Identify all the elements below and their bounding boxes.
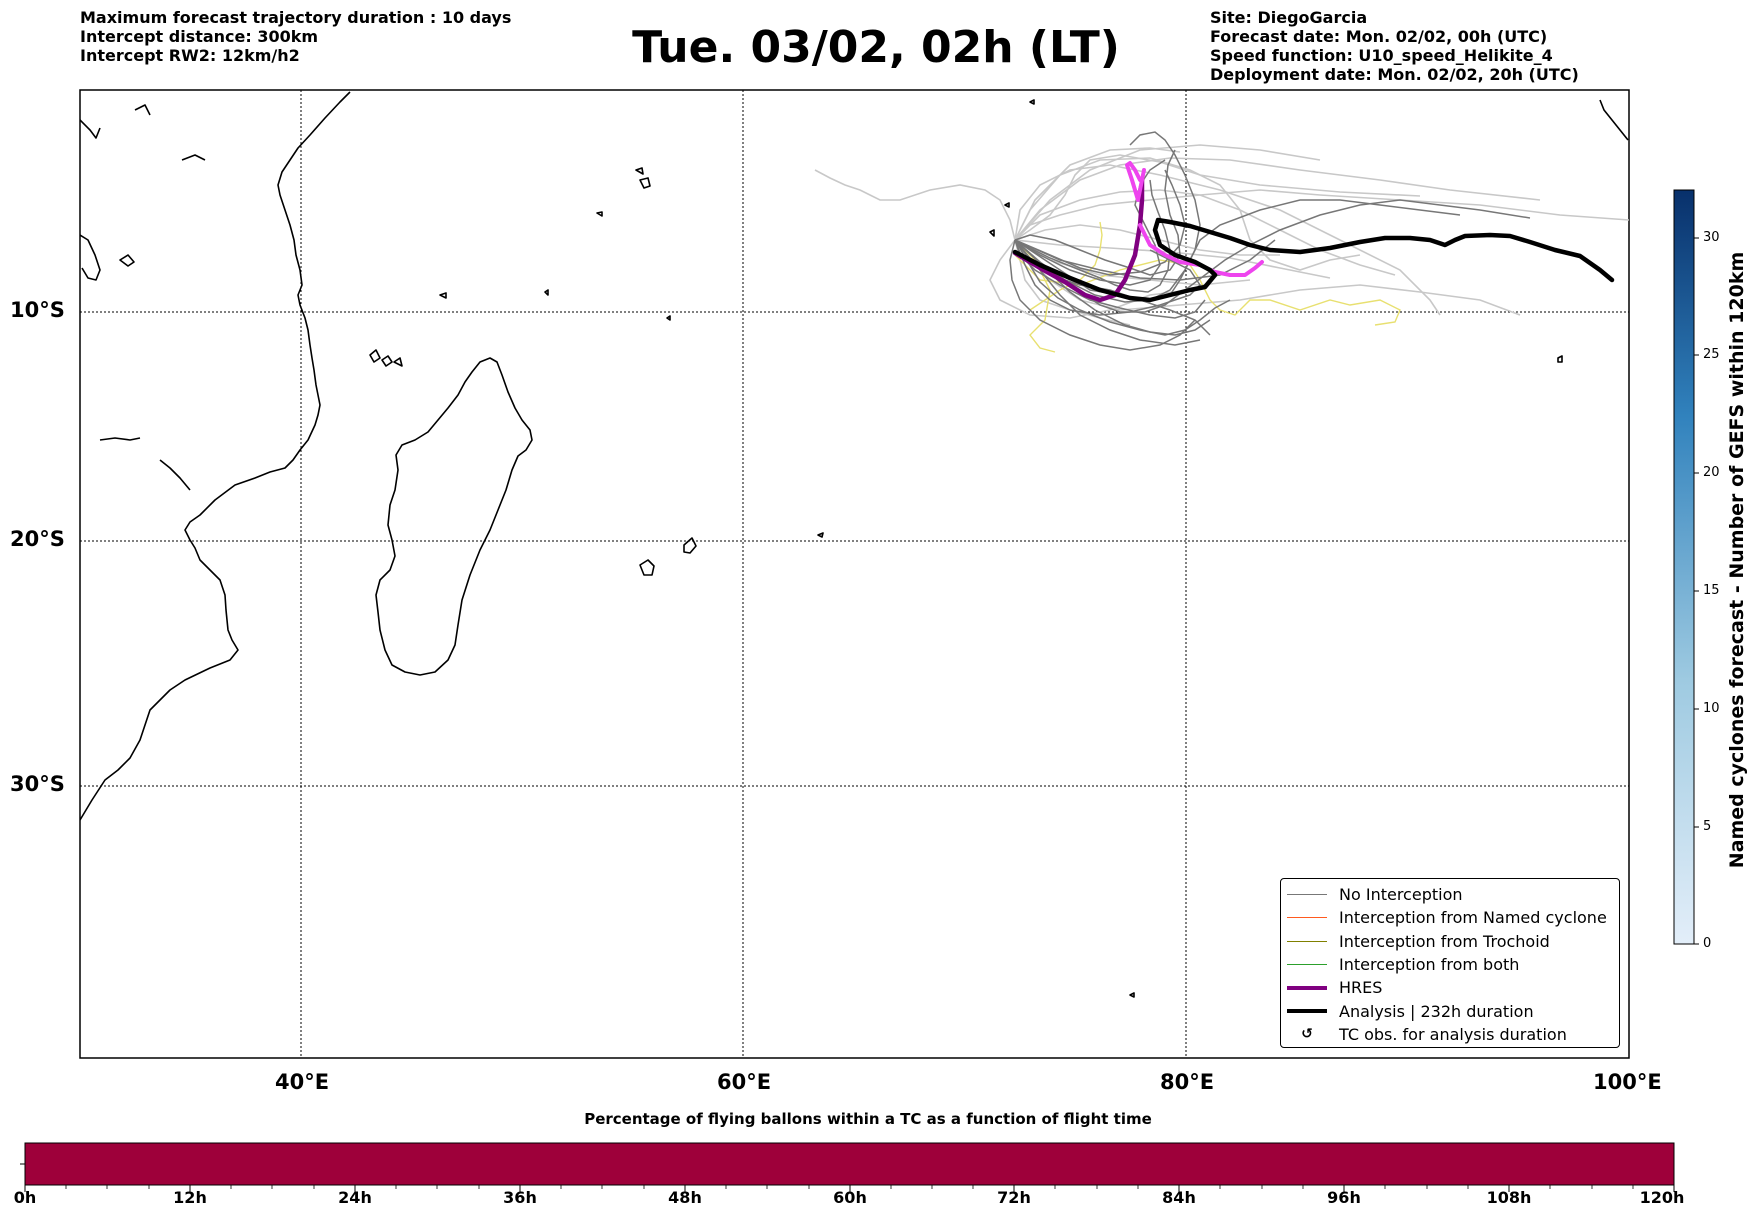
graticule	[80, 90, 1629, 1058]
legend-label: Interception from Trochoid	[1339, 931, 1550, 951]
africa-coastline	[80, 91, 351, 821]
time-label: 72h	[997, 1188, 1031, 1207]
lon-label-60e: 60°E	[717, 1070, 772, 1094]
time-label: 84h	[1162, 1188, 1196, 1207]
legend-label: Interception from both	[1339, 955, 1520, 975]
legend-item: Interception from Named cyclone	[1281, 906, 1619, 929]
time-bar-title: Percentage of flying ballons within a TC…	[584, 1110, 1152, 1128]
legend-label: TC obs. for analysis duration	[1339, 1024, 1567, 1044]
time-label: 24h	[338, 1188, 372, 1207]
lat-label-20s: 20°S	[10, 527, 65, 551]
time-label: 60h	[833, 1188, 867, 1207]
time-label: 120h	[1639, 1188, 1685, 1207]
intercept-distance-text: Intercept distance: 300km	[80, 27, 319, 46]
time-bar-fill	[24, 1142, 1675, 1186]
time-label: 96h	[1327, 1188, 1361, 1207]
intercept-rw2-text: Intercept RW2: 12km/h2	[80, 46, 300, 65]
lat-label-30s: 30°S	[10, 772, 65, 796]
speed-function-text: Speed function: U10_speed_Helikite_4	[1210, 46, 1553, 65]
deployment-date-text: Deployment date: Mon. 02/02, 20h (UTC)	[1210, 65, 1579, 84]
madagascar-coastline	[375, 357, 533, 676]
time-label: 108h	[1486, 1188, 1532, 1207]
colorbar-tick-label: 25	[1703, 347, 1720, 362]
max-duration-text: Maximum forecast trajectory duration : 1…	[80, 8, 512, 27]
colorbar-tick-label: 15	[1703, 583, 1720, 598]
lon-label-80e: 80°E	[1160, 1070, 1215, 1094]
legend-swatch-hres	[1287, 985, 1327, 990]
legend-item: Interception from both	[1281, 953, 1619, 976]
time-label: 48h	[668, 1188, 702, 1207]
legend-swatch-no-interception	[1287, 894, 1327, 896]
time-bar-ticks	[24, 1185, 1675, 1192]
legend-label: Interception from Named cyclone	[1339, 908, 1607, 928]
site-text: Site: DiegoGarcia	[1210, 8, 1368, 27]
legend-swatch-analysis	[1287, 1009, 1327, 1014]
legend-item: Interception from Trochoid	[1281, 930, 1619, 953]
legend-swatch-trochoid	[1287, 940, 1327, 942]
forecast-date-text: Forecast date: Mon. 02/02, 00h (UTC)	[1210, 27, 1548, 46]
colorbar-tick-label: 5	[1703, 819, 1712, 834]
legend-item: No Interception	[1281, 883, 1619, 906]
lon-label-100e: 100°E	[1593, 1070, 1662, 1094]
lat-label-10s: 10°S	[10, 298, 65, 322]
colorbar-tick-label: 20	[1703, 465, 1720, 480]
colorbar-ticks	[1694, 237, 1699, 945]
legend-swatch-named-cyclone	[1287, 917, 1327, 919]
legend-label: Analysis | 232h duration	[1339, 1001, 1534, 1021]
legend-item: ↺ TC obs. for analysis duration	[1281, 1023, 1619, 1046]
colorbar-tick-label: 30	[1703, 230, 1720, 245]
time-label: 12h	[173, 1188, 207, 1207]
colorbar-tick-label: 10	[1703, 701, 1720, 716]
legend-item: HRES	[1281, 976, 1619, 999]
coastlines	[80, 91, 1629, 998]
legend-swatch-both	[1287, 964, 1327, 966]
page-title: Tue. 03/02, 02h (LT)	[632, 22, 1120, 73]
header-right-info: Site: DiegoGarcia Forecast date: Mon. 02…	[1210, 8, 1579, 84]
colorbar-tick-label: 0	[1703, 936, 1712, 951]
legend-label: HRES	[1339, 978, 1383, 998]
time-label: 36h	[503, 1188, 537, 1207]
tc-obs-icon: ↺	[1301, 1026, 1313, 1043]
lon-label-40e: 40°E	[275, 1070, 330, 1094]
colorbar-title: Named cyclones forecast - Number of GEFS…	[1726, 251, 1748, 869]
legend-label: No Interception	[1339, 885, 1463, 905]
colorbar-gradient	[1673, 189, 1695, 945]
map-legend: No Interception Interception from Named …	[1280, 878, 1620, 1048]
legend-item: Analysis | 232h duration	[1281, 999, 1619, 1022]
analysis-trajectory	[1012, 217, 1615, 303]
time-label: 0h	[13, 1188, 37, 1207]
header-left-info: Maximum forecast trajectory duration : 1…	[80, 8, 511, 65]
time-bar-minor-ticks	[65, 1185, 1634, 1189]
